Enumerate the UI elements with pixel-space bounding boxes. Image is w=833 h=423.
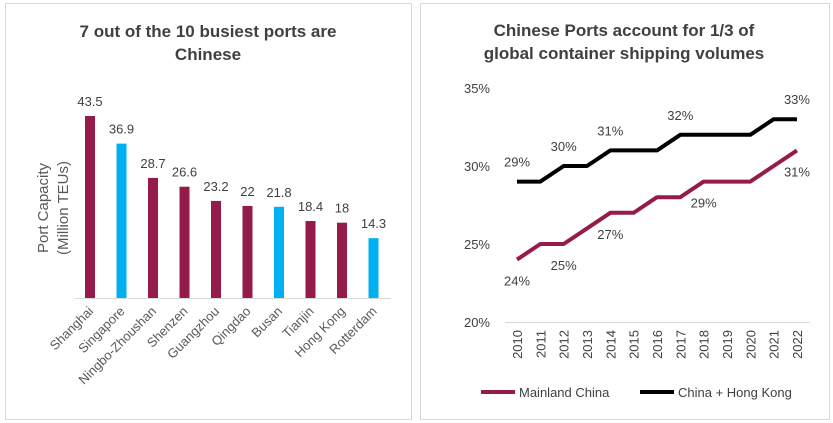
line-chart-title: Chinese Ports account for 1/3 of xyxy=(494,21,755,40)
bar-ningbo-zhoushan xyxy=(148,177,158,298)
y-tick-label: 20% xyxy=(464,315,490,330)
bar-rotterdam xyxy=(368,238,379,298)
x-tick-label: 2014 xyxy=(603,330,618,359)
data-label: 18 xyxy=(335,201,349,216)
bar-chart-title: Chinese xyxy=(175,45,241,64)
data-label: 30% xyxy=(551,139,577,154)
x-tick-label: 2022 xyxy=(790,330,805,359)
data-label: 33% xyxy=(784,92,810,107)
x-tick-label: 2013 xyxy=(580,330,595,359)
line-chart-title: global container shipping volumes xyxy=(484,44,765,63)
bar-singapore xyxy=(116,143,127,298)
data-label: 26.6 xyxy=(172,165,197,180)
data-label: 14.3 xyxy=(361,216,386,231)
data-label: 23.2 xyxy=(203,179,228,194)
data-label: 27% xyxy=(597,227,623,242)
x-tick-label: 2021 xyxy=(767,330,782,359)
legend-label: Mainland China xyxy=(519,385,610,400)
y-axis-label: Port Capacity xyxy=(35,162,52,253)
data-label: 25% xyxy=(551,258,577,273)
x-tick-label: 2017 xyxy=(673,330,688,359)
data-label: 24% xyxy=(504,274,530,289)
bar-hong-kong xyxy=(337,222,347,298)
x-tick-label: 2016 xyxy=(650,330,665,359)
legend-label: China + Hong Kong xyxy=(678,385,792,400)
data-label: 18.4 xyxy=(298,199,323,214)
data-label: 28.7 xyxy=(140,156,165,171)
data-label: 31% xyxy=(597,123,623,138)
data-label: 29% xyxy=(691,196,717,211)
bar-tianjin xyxy=(305,221,316,298)
bar-qingdao xyxy=(242,205,253,298)
bar-shanghai xyxy=(85,116,95,298)
series-line-mainland-china xyxy=(515,148,799,262)
x-tick-label: 2012 xyxy=(557,330,572,359)
bar-chart-panel xyxy=(5,3,412,420)
x-tick-label: Busan xyxy=(248,304,285,341)
x-tick-label: 2010 xyxy=(510,330,525,359)
bar-guangzhou xyxy=(211,200,221,298)
bar-shenzen xyxy=(179,186,190,298)
data-label: 31% xyxy=(784,164,810,179)
y-tick-label: 25% xyxy=(464,237,490,252)
data-label: 32% xyxy=(667,108,693,123)
data-label: 29% xyxy=(504,155,530,170)
series-line-china-hong-kong xyxy=(517,117,797,184)
x-tick-label: 2019 xyxy=(720,330,735,359)
data-label: 43.5 xyxy=(77,94,102,109)
bar-busan xyxy=(274,206,284,298)
y-tick-label: 35% xyxy=(464,81,490,96)
data-label: 21.8 xyxy=(266,185,291,200)
data-label: 22 xyxy=(240,184,254,199)
data-label: 36.9 xyxy=(109,122,134,137)
x-tick-label: 2018 xyxy=(697,330,712,359)
y-tick-label: 30% xyxy=(464,159,490,174)
x-tick-label: 2015 xyxy=(627,330,642,359)
y-axis-label: (Million TEUs) xyxy=(55,161,72,255)
bar-chart-title: 7 out of the 10 busiest ports are xyxy=(80,22,337,41)
x-tick-label: 2020 xyxy=(743,330,758,359)
x-tick-label: 2011 xyxy=(533,330,548,358)
